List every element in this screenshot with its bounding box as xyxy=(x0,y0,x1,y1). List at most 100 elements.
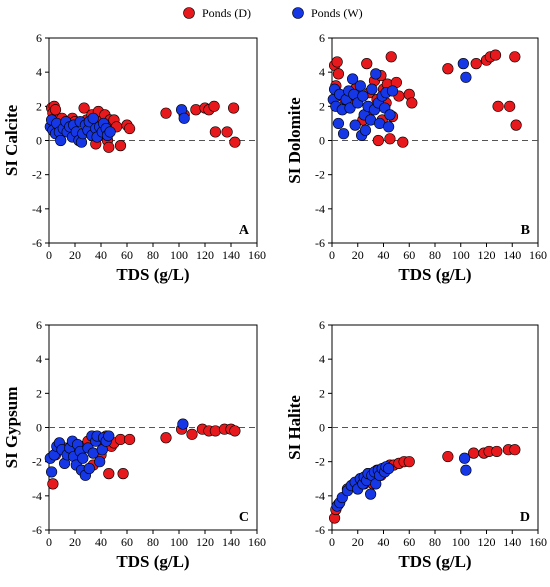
data-point-d-c-0 xyxy=(47,478,59,490)
y-tick-label-d-2: -2 xyxy=(315,455,325,469)
data-point-w-c-18 xyxy=(83,462,95,475)
x-tick-label-a-8: 160 xyxy=(248,248,266,262)
data-point-d-a-12 xyxy=(78,102,90,114)
y-tick-label-a-2: -2 xyxy=(32,168,42,182)
data-point-d-b-22 xyxy=(385,51,397,63)
x-tick-label-b-4: 80 xyxy=(429,248,441,262)
x-tick-label-b-3: 60 xyxy=(403,248,415,262)
data-point-w-c-23 xyxy=(94,456,106,468)
y-tick-label-b-4: 2 xyxy=(319,99,325,113)
x-tick-label-a-5: 100 xyxy=(170,248,188,262)
data-point-d-b-35 xyxy=(504,100,516,112)
data-point-w-b-18 xyxy=(359,124,372,136)
data-point-w-b-9 xyxy=(344,102,356,114)
data-point-w-c-28 xyxy=(177,418,189,430)
x-tick-label-c-3: 60 xyxy=(121,535,133,549)
data-point-d-b-37 xyxy=(510,119,522,131)
y-tick-label-d-1: -4 xyxy=(315,489,325,503)
y-tick-label-b-1: -4 xyxy=(315,202,325,216)
data-point-d-a-39 xyxy=(228,102,240,114)
data-point-w-c-27 xyxy=(103,430,115,442)
x-tick-label-c-0: 0 xyxy=(46,535,52,549)
legend: Ponds (D) Ponds (W) xyxy=(183,6,363,20)
data-point-d-d-24 xyxy=(509,444,521,456)
data-point-w-b-23 xyxy=(370,68,382,80)
x-tick-label-b-2: 40 xyxy=(378,248,390,262)
x-tick-label-a-2: 40 xyxy=(95,248,107,262)
chart-panel-a: 0 20 40 60 80 100 120 140 160 -6 -4 -2 0 2 4 6 TDS (g/L)… xyxy=(2,31,266,284)
x-tick-label-b-8: 160 xyxy=(529,248,547,262)
data-point-d-a-40 xyxy=(229,136,241,148)
x-tick-label-b-5: 100 xyxy=(452,248,470,262)
data-point-d-b-29 xyxy=(442,63,454,75)
data-point-d-a-24 xyxy=(103,141,115,153)
legend-marker-ponds-d xyxy=(183,7,195,19)
data-point-d-b-28 xyxy=(406,97,418,109)
y-tick-label-a-1: -4 xyxy=(32,202,42,216)
legend-marker-ponds-w xyxy=(292,7,304,19)
y-tick-label-d-6: 6 xyxy=(319,318,325,332)
x-tick-label-d-6: 120 xyxy=(478,535,496,549)
y-tick-label-d-4: 2 xyxy=(319,386,325,400)
x-tick-label-d-2: 40 xyxy=(378,535,390,549)
panel-letter-d: D xyxy=(520,510,530,525)
series-ponds-w-d xyxy=(331,452,472,512)
x-tick-label-c-7: 140 xyxy=(222,535,240,549)
data-point-w-a-30 xyxy=(104,126,116,138)
data-point-d-a-33 xyxy=(190,104,202,116)
data-point-d-b-2 xyxy=(331,56,343,68)
y-axis-title-c: SI Gypsum xyxy=(2,387,21,469)
data-point-w-d-23 xyxy=(460,464,472,476)
data-point-d-c-19 xyxy=(124,433,136,446)
y-tick-label-d-0: -6 xyxy=(315,523,325,537)
x-tick-label-b-1: 20 xyxy=(352,248,364,262)
y-tick-label-c-4: 2 xyxy=(36,386,42,400)
x-axis-title-d: TDS (g/L) xyxy=(398,552,471,571)
x-tick-label-d-5: 100 xyxy=(452,535,470,549)
y-tick-label-b-2: -2 xyxy=(315,168,325,182)
data-point-w-b-3 xyxy=(332,117,345,130)
data-point-d-b-15 xyxy=(372,134,384,147)
y-tick-label-d-5: 4 xyxy=(319,352,325,366)
x-tick-label-d-8: 160 xyxy=(529,535,547,549)
data-point-w-d-22 xyxy=(459,452,471,464)
x-tick-label-c-5: 100 xyxy=(170,535,188,549)
y-tick-label-c-2: -2 xyxy=(32,455,42,469)
data-point-w-b-10 xyxy=(347,73,359,85)
data-point-w-d-21 xyxy=(383,462,395,475)
data-point-d-a-36 xyxy=(208,100,220,112)
x-axis-title-a: TDS (g/L) xyxy=(116,265,189,284)
legend-item-ponds-w: Ponds (W) xyxy=(292,6,363,20)
legend-label-ponds-d: Ponds (D) xyxy=(202,6,251,20)
x-tick-label-c-4: 80 xyxy=(147,535,159,549)
y-axis-title-d: SI Halite xyxy=(285,395,304,460)
y-tick-label-c-3: 0 xyxy=(36,421,42,435)
panel-letter-b: B xyxy=(521,223,530,238)
x-tick-label-a-7: 140 xyxy=(222,248,240,262)
data-point-d-b-30 xyxy=(470,58,482,70)
y-tick-label-b-5: 4 xyxy=(319,65,325,79)
y-tick-label-c-1: -4 xyxy=(32,489,42,503)
data-point-d-b-21 xyxy=(384,133,396,145)
y-tick-label-a-4: 2 xyxy=(36,99,42,113)
data-point-w-b-30 xyxy=(384,109,396,121)
y-tick-label-a-3: 0 xyxy=(36,134,42,148)
x-tick-label-a-1: 20 xyxy=(69,248,81,262)
data-point-d-b-26 xyxy=(397,136,409,148)
y-tick-label-a-0: -6 xyxy=(32,236,42,250)
data-point-d-b-3 xyxy=(332,68,345,80)
x-tick-label-c-6: 120 xyxy=(196,535,214,549)
y-tick-label-a-6: 6 xyxy=(36,31,42,45)
x-tick-label-d-3: 60 xyxy=(403,535,415,549)
data-point-w-b-29 xyxy=(383,121,395,133)
data-point-w-a-6 xyxy=(55,134,67,147)
x-tick-label-d-4: 80 xyxy=(429,535,441,549)
data-point-d-c-18 xyxy=(117,468,129,480)
data-point-d-a-38 xyxy=(221,126,233,138)
y-tick-label-b-3: 0 xyxy=(319,134,325,148)
data-point-d-b-34 xyxy=(492,100,504,112)
legend-label-ponds-w: Ponds (W) xyxy=(311,6,363,20)
data-point-d-d-18 xyxy=(442,450,454,463)
data-point-d-c-25 xyxy=(209,425,221,437)
